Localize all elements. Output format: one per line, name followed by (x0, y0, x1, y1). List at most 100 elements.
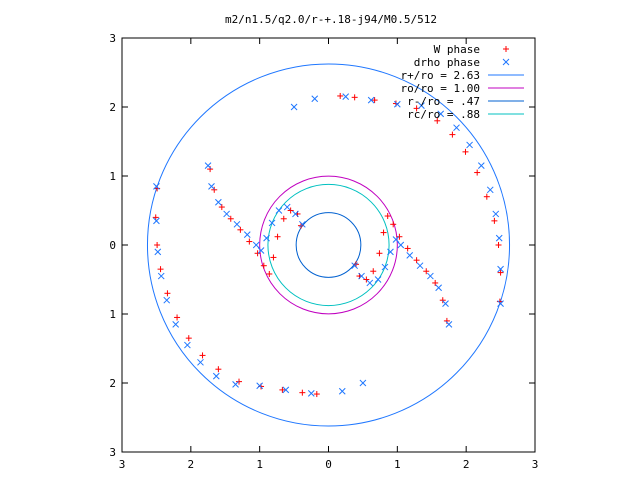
drho-phase-point (374, 276, 382, 283)
drho-phase-point (393, 100, 401, 108)
w-phase-point (434, 117, 441, 124)
x-tick-label: 2 (188, 458, 195, 471)
w-phase-point (164, 290, 171, 297)
w-phase-point (432, 279, 439, 286)
w-phase-point (462, 148, 469, 155)
y-tick-label: 3 (109, 32, 116, 45)
drho-phase-point (492, 210, 500, 218)
drho-phase-point (351, 262, 359, 270)
w-phase-point (207, 166, 214, 173)
drho-phase-point (283, 203, 291, 211)
drho-phase-point (208, 182, 215, 190)
w-phase-point (449, 131, 456, 138)
drho-phase-point (397, 241, 405, 249)
w-phase-point (287, 207, 294, 214)
legend-label: W phase (434, 43, 480, 56)
drho-phase-point (307, 389, 315, 397)
w-phase-point (199, 352, 206, 359)
w-phase-point (363, 276, 370, 283)
drho-phase-point (263, 234, 270, 242)
drho-phase-point (282, 386, 290, 394)
x-tick-label: 1 (394, 458, 401, 471)
drho-phase-point (243, 231, 251, 239)
drho-phase-point (366, 279, 374, 287)
drho-phase-point (163, 296, 171, 304)
drho-phase-point (406, 251, 414, 259)
w-phase-point (483, 193, 490, 200)
drho-phase-point (381, 263, 389, 271)
drho-phase-point (204, 162, 212, 170)
drho-phase-point (215, 198, 222, 206)
drho-phase-point (292, 210, 299, 218)
y-tick-label: 2 (109, 101, 116, 114)
w-phase-point (370, 268, 377, 275)
drho-phase-point (157, 272, 165, 280)
drho-phase-point (392, 236, 400, 243)
drho-phase-point (486, 186, 494, 194)
drho-phase-point (275, 207, 283, 214)
drho-phase-point (153, 182, 160, 190)
y-tick-label: 0 (109, 239, 116, 252)
w-phase-point (215, 366, 222, 373)
drho-phase-point (358, 272, 365, 280)
radius-circle (267, 183, 390, 307)
drho-phase-point (256, 382, 264, 390)
w-phase-point (390, 221, 397, 228)
w-phase-point (423, 268, 430, 275)
drho-phase-point (338, 387, 346, 395)
w-phase-point (260, 262, 267, 269)
x-tick-label: 1 (256, 458, 263, 471)
w-phase-point (495, 242, 502, 248)
drho-phase-point (154, 248, 162, 256)
y-tick-label: 1 (109, 308, 116, 321)
w-phase-point (337, 92, 344, 99)
w-phase-point (154, 242, 161, 248)
drho-phase-point (445, 320, 453, 328)
legend-label: drho phase (414, 56, 480, 69)
x-tick-label: 0 (325, 458, 332, 471)
x-tick-label: 3 (119, 458, 126, 471)
drho-phase-point (232, 381, 239, 388)
y-tick-label: 1 (109, 170, 116, 183)
w-phase-point (254, 250, 261, 257)
drho-phase-point (257, 247, 265, 254)
w-phase-point (443, 317, 450, 324)
w-phase-point (246, 238, 253, 245)
w-phase-point (279, 386, 286, 393)
w-phase-point (218, 204, 225, 211)
drho-phase-point (342, 93, 350, 101)
w-phase-point (237, 226, 244, 233)
drho-phase-point (453, 124, 460, 132)
drho-phase-point (172, 320, 180, 328)
w-phase-point (396, 233, 403, 240)
drho-phase-point (233, 220, 241, 228)
circles-layer (146, 63, 511, 427)
w-phase-point (474, 169, 481, 176)
drho-phase-point (418, 102, 425, 109)
w-phase-point (299, 389, 306, 396)
drho-phase-point (477, 162, 485, 170)
drho-phase-point (212, 372, 220, 380)
legend-label: r+/ro = 2.63 (401, 69, 480, 82)
drho-phase-point (416, 262, 424, 270)
legend-marker (502, 58, 510, 66)
drho-phase-point (497, 300, 504, 308)
w-phase-point (439, 297, 446, 304)
drho-phase-point (252, 241, 260, 249)
w-phase-point (227, 215, 234, 222)
w-phase-point (270, 254, 277, 261)
drho-phase-point (290, 103, 298, 111)
w-phase-point (376, 250, 383, 257)
w-phase-point (266, 270, 273, 277)
drho-phase-point (495, 234, 503, 242)
w-phase-point (404, 245, 411, 252)
w-phase-point (384, 213, 391, 220)
w-phase-point (157, 266, 164, 273)
drho-phase-point (223, 210, 230, 218)
x-tick-label: 2 (463, 458, 470, 471)
legend-label: ro/ro = 1.00 (401, 82, 480, 95)
y-tick-label: 3 (109, 446, 116, 459)
radius-circle (259, 175, 398, 315)
